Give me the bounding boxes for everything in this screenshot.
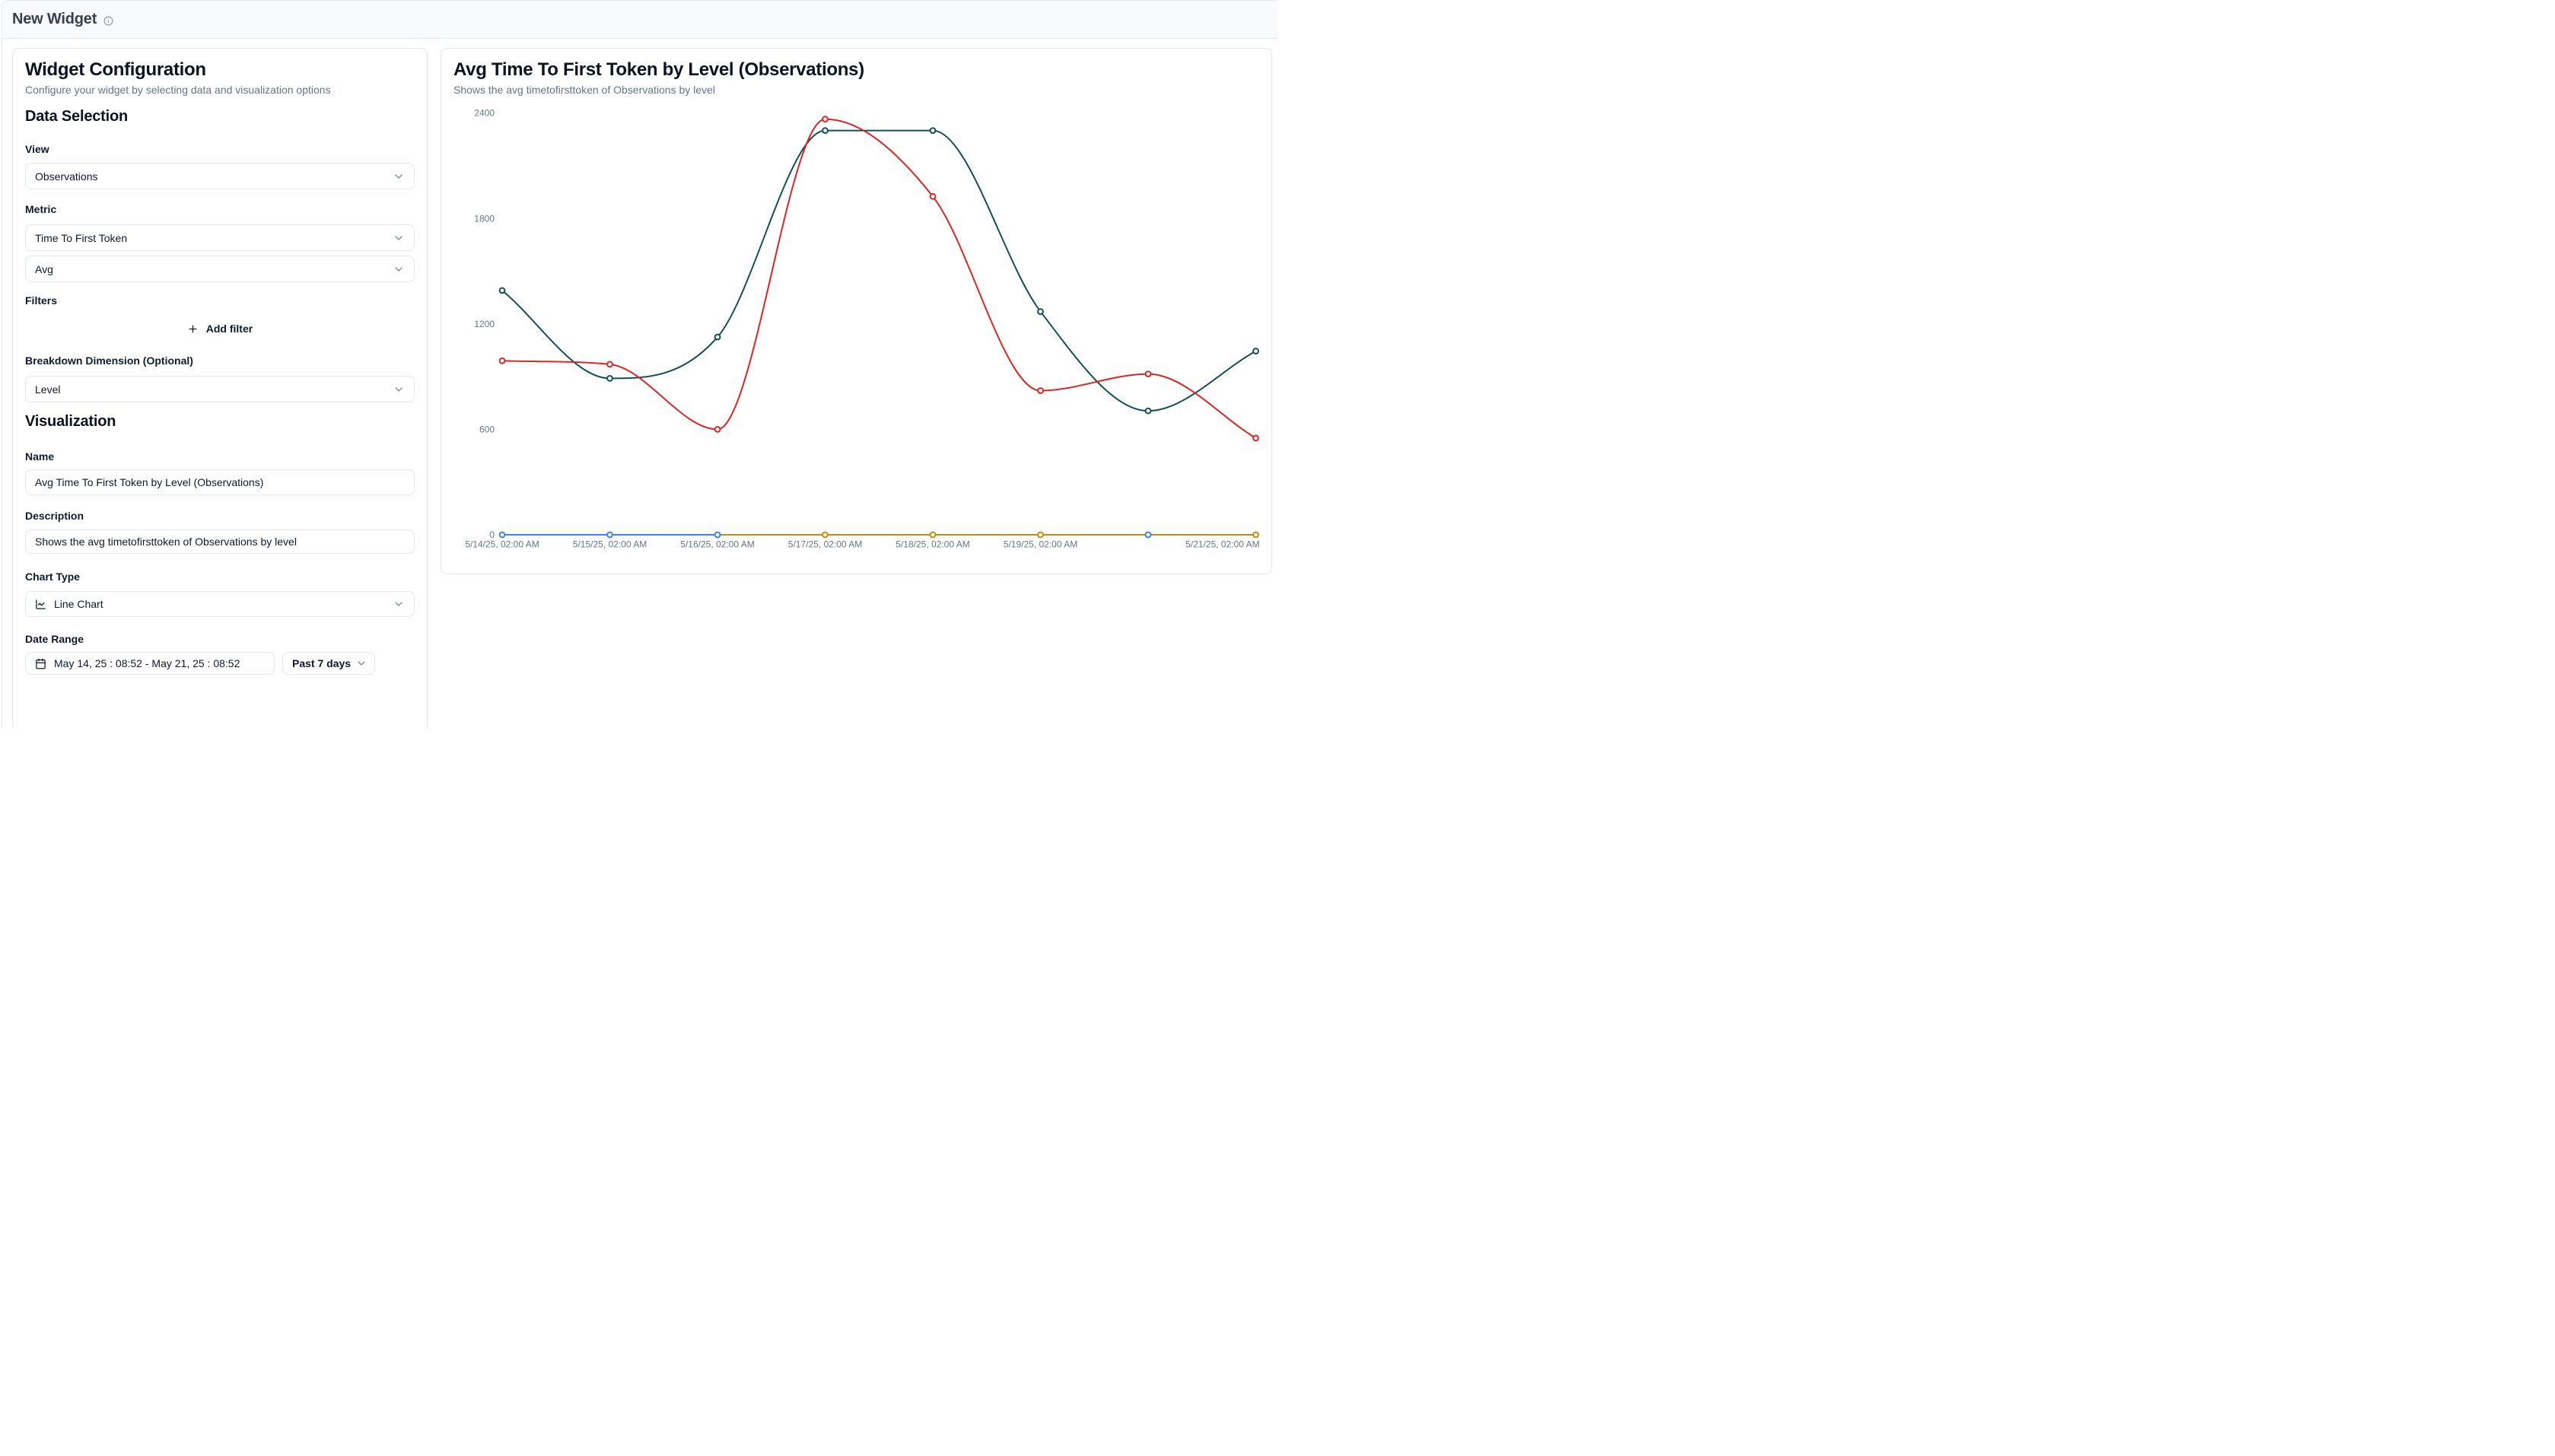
section-visualization: Visualization (25, 413, 116, 430)
add-filter-label: Add filter (205, 323, 253, 335)
plus-icon (187, 323, 199, 335)
x-axis-tick-label: 5/18/25, 02:00 AM (896, 539, 969, 550)
x-axis-tick-label: 5/15/25, 02:00 AM (573, 539, 647, 550)
dot-series-teal (498, 287, 506, 294)
aggregation-select-value: Avg (35, 262, 53, 275)
breakdown-select-value: Level (35, 383, 61, 396)
chart-line-icon (35, 599, 46, 610)
dot-series-amber (822, 531, 829, 539)
dot-series-blue (498, 531, 506, 539)
dot-series-red (822, 116, 829, 122)
calendar-icon (35, 658, 46, 669)
dot-series-blue (714, 531, 721, 539)
main-region: New Widget Widget Configuration Configur… (2, 0, 1278, 728)
dot-series-teal (606, 374, 613, 382)
x-axis-tick-label: 5/14/25, 02:00 AM (465, 539, 539, 550)
section-data-selection: Data Selection (25, 108, 129, 125)
dot-series-red (1144, 370, 1152, 377)
view-label: View (25, 143, 49, 155)
name-input[interactable] (25, 469, 415, 495)
dot-series-amber (1252, 531, 1259, 539)
chevron-down-icon (393, 170, 405, 183)
metric-label: Metric (25, 203, 57, 215)
date-range-row: May 14, 25 : 08:52 - May 21, 25 : 08:52 … (25, 652, 415, 675)
y-axis-tick-label: 600 (479, 424, 495, 435)
content: Widget Configuration Configure your widg… (2, 39, 1278, 728)
x-axis-tick-label: 5/16/25, 02:00 AM (680, 539, 754, 550)
view-select[interactable]: Observations (25, 163, 415, 189)
dot-series-red (929, 192, 937, 200)
date-preset-value: Past 7 days (292, 657, 352, 669)
dot-series-blue (606, 531, 613, 539)
y-axis-tick-label: 2400 (474, 108, 495, 119)
line-series-red (501, 118, 1257, 439)
name-label: Name (25, 450, 55, 463)
line-chart-svg: 0 600 1200 1800 2400 5/14/25, 02:00 AM 5/15/25… (465, 108, 1259, 550)
aggregation-select[interactable]: Avg (25, 256, 415, 282)
page-title: New Widget (12, 11, 97, 27)
dot-series-red (606, 361, 613, 368)
chevron-down-icon (393, 383, 405, 396)
widget-config-panel: Widget Configuration Configure your widg… (12, 48, 428, 728)
x-axis-tick-label: 5/19/25, 02:00 AM (1004, 539, 1077, 550)
line-series-teal (501, 129, 1257, 412)
dot-series-teal (1252, 348, 1259, 354)
y-axis-tick-label: 1200 (474, 319, 495, 329)
dot-series-red (1252, 434, 1259, 442)
preview-subtitle: Shows the avg timetofirsttoken of Observ… (453, 84, 715, 96)
y-axis-tick-label: 1800 (474, 213, 495, 224)
dot-series-teal (1037, 308, 1044, 315)
description-input[interactable] (25, 529, 415, 554)
dot-series-red (498, 357, 506, 364)
view-select-value: Observations (35, 170, 98, 183)
chevron-down-icon (393, 598, 405, 610)
chevron-down-icon (355, 657, 368, 669)
metric-select[interactable]: Time To First Token (25, 224, 415, 251)
breakdown-select[interactable]: Level (25, 376, 415, 402)
chart-type-select[interactable]: Line Chart (25, 591, 415, 617)
dot-series-amber (1037, 531, 1044, 539)
y-axis-tick-label: 0 (489, 529, 495, 540)
description-label: Description (25, 510, 84, 522)
chevron-down-icon (393, 232, 405, 244)
dot-series-teal (714, 333, 721, 341)
dot-series-amber (929, 531, 937, 539)
date-range-picker[interactable]: May 14, 25 : 08:52 - May 21, 25 : 08:52 (25, 652, 275, 675)
add-filter-row: Add filter (25, 315, 415, 342)
date-preset-select[interactable]: Past 7 days (282, 652, 376, 675)
page-header: New Widget (2, 1, 1278, 39)
chart-type-select-value: Line Chart (54, 598, 103, 610)
dot-series-red (1037, 387, 1044, 394)
dot-series-teal (929, 127, 937, 135)
widget-preview-panel: Avg Time To First Token by Level (Observ… (441, 48, 1272, 574)
dot-series-blue (1144, 531, 1152, 539)
date-range-value: May 14, 25 : 08:52 - May 21, 25 : 08:52 (54, 657, 240, 669)
chevron-down-icon (393, 263, 405, 275)
config-title: Widget Configuration (25, 59, 206, 80)
breakdown-label: Breakdown Dimension (Optional) (25, 354, 193, 367)
dot-series-teal (822, 127, 829, 135)
x-axis-tick-label: 5/17/25, 02:00 AM (788, 539, 862, 550)
dot-series-teal (1144, 407, 1152, 415)
x-axis-tick-label: 5/21/25, 02:00 AM (1185, 539, 1259, 550)
dot-series-red (714, 425, 721, 433)
preview-title: Avg Time To First Token by Level (Observ… (453, 59, 864, 80)
info-icon[interactable] (103, 16, 113, 26)
chart-type-label: Chart Type (25, 571, 81, 583)
metric-select-value: Time To First Token (35, 231, 128, 244)
date-range-label: Date Range (25, 633, 84, 645)
preview-chart: 0 600 1200 1800 2400 5/14/25, 02:00 AM 5/15/25… (441, 49, 1271, 574)
filters-label: Filters (25, 294, 58, 307)
config-subtitle: Configure your widget by selecting data … (25, 84, 331, 96)
add-filter-button[interactable]: Add filter (178, 315, 262, 342)
